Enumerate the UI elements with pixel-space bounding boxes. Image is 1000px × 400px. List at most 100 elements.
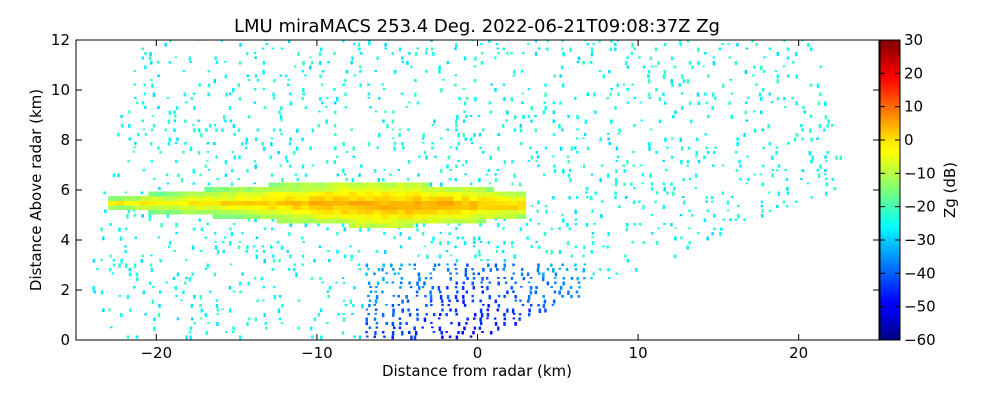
reflectivity-cell bbox=[582, 137, 585, 140]
reflectivity-cell bbox=[352, 146, 355, 151]
reflectivity-cell bbox=[373, 214, 382, 219]
reflectivity-cell bbox=[489, 110, 493, 114]
reflectivity-cell bbox=[633, 97, 637, 100]
reflectivity-cell bbox=[168, 110, 172, 115]
reflectivity-cell bbox=[342, 142, 345, 147]
reflectivity-cell bbox=[730, 92, 734, 95]
reflectivity-cell bbox=[288, 232, 291, 237]
reflectivity-cell bbox=[544, 106, 547, 111]
reflectivity-cell bbox=[503, 313, 506, 317]
reflectivity-cell bbox=[406, 61, 409, 65]
reflectivity-cell bbox=[762, 164, 765, 168]
reflectivity-cell bbox=[150, 254, 153, 257]
reflectivity-cell bbox=[237, 178, 240, 181]
reflectivity-cell bbox=[833, 187, 837, 191]
reflectivity-cell bbox=[367, 97, 370, 99]
reflectivity-cell bbox=[535, 151, 539, 154]
reflectivity-cell bbox=[706, 236, 709, 241]
reflectivity-cell bbox=[568, 227, 571, 231]
reflectivity-cell bbox=[466, 263, 469, 267]
reflectivity-cell bbox=[200, 308, 204, 313]
reflectivity-cell bbox=[528, 308, 531, 313]
reflectivity-cell bbox=[745, 47, 749, 50]
reflectivity-cell bbox=[487, 304, 490, 308]
reflectivity-cell bbox=[277, 308, 281, 314]
reflectivity-cell bbox=[496, 245, 499, 249]
reflectivity-cell bbox=[256, 299, 259, 303]
reflectivity-cell bbox=[570, 254, 574, 258]
reflectivity-cell bbox=[421, 196, 430, 201]
reflectivity-cell bbox=[260, 214, 270, 219]
reflectivity-cell bbox=[688, 227, 691, 230]
reflectivity-cell bbox=[421, 200, 430, 206]
reflectivity-cell bbox=[474, 56, 477, 61]
reflectivity-cell bbox=[471, 295, 474, 298]
reflectivity-cell bbox=[525, 223, 529, 226]
reflectivity-cell bbox=[461, 295, 465, 299]
reflectivity-cell bbox=[143, 92, 147, 96]
reflectivity-cell bbox=[212, 209, 222, 215]
reflectivity-cell bbox=[485, 277, 489, 280]
reflectivity-cell bbox=[260, 200, 270, 206]
reflectivity-cell bbox=[156, 205, 165, 210]
reflectivity-cell bbox=[482, 268, 485, 272]
reflectivity-cell bbox=[647, 92, 651, 97]
reflectivity-cell bbox=[252, 245, 256, 248]
reflectivity-cell bbox=[398, 128, 402, 131]
reflectivity-cell bbox=[517, 214, 527, 219]
reflectivity-cell bbox=[747, 97, 750, 99]
reflectivity-cell bbox=[461, 187, 470, 192]
reflectivity-cell bbox=[713, 97, 717, 101]
reflectivity-cell bbox=[166, 182, 170, 185]
reflectivity-cell bbox=[297, 326, 300, 330]
reflectivity-cell bbox=[188, 331, 192, 334]
reflectivity-cell bbox=[446, 128, 449, 131]
reflectivity-cell bbox=[582, 254, 585, 258]
reflectivity-cell bbox=[488, 295, 492, 300]
reflectivity-cell bbox=[260, 196, 270, 201]
reflectivity-cell bbox=[336, 232, 339, 236]
reflectivity-cell bbox=[333, 110, 337, 115]
reflectivity-cell bbox=[570, 146, 574, 151]
reflectivity-cell bbox=[809, 83, 813, 87]
reflectivity-cell bbox=[212, 200, 222, 206]
reflectivity-cell bbox=[795, 101, 798, 106]
reflectivity-cell bbox=[485, 205, 495, 210]
reflectivity-cell bbox=[529, 146, 532, 150]
reflectivity-cell bbox=[408, 331, 411, 335]
reflectivity-cell bbox=[496, 223, 500, 228]
reflectivity-cell bbox=[393, 146, 396, 151]
chart-title: LMU miraMACS 253.4 Deg. 2022-06-21T09:08… bbox=[234, 16, 720, 37]
reflectivity-cell bbox=[252, 196, 262, 201]
reflectivity-cell bbox=[762, 70, 766, 73]
reflectivity-cell bbox=[276, 205, 286, 210]
reflectivity-cell bbox=[445, 209, 454, 215]
reflectivity-cell bbox=[382, 263, 385, 268]
reflectivity-cell bbox=[300, 187, 310, 192]
reflectivity-cell bbox=[351, 313, 354, 315]
reflectivity-cell bbox=[244, 200, 254, 206]
reflectivity-cell bbox=[128, 268, 132, 272]
reflectivity-cell bbox=[190, 304, 194, 308]
reflectivity-cell bbox=[367, 313, 370, 316]
reflectivity-cell bbox=[340, 218, 350, 224]
reflectivity-cell bbox=[207, 169, 211, 171]
reflectivity-cell bbox=[816, 169, 820, 172]
reflectivity-cell bbox=[229, 227, 232, 231]
reflectivity-cell bbox=[288, 164, 292, 168]
reflectivity-cell bbox=[373, 205, 382, 210]
reflectivity-cell bbox=[415, 295, 419, 297]
reflectivity-cell bbox=[374, 70, 378, 72]
reflectivity-cell bbox=[236, 214, 246, 219]
reflectivity-cell bbox=[309, 65, 312, 70]
reflectivity-cell bbox=[672, 191, 675, 196]
reflectivity-cell bbox=[485, 196, 495, 201]
reflectivity-cell bbox=[284, 214, 294, 219]
reflectivity-cell bbox=[324, 200, 334, 206]
reflectivity-cell bbox=[166, 97, 170, 100]
reflectivity-cell bbox=[392, 268, 395, 271]
reflectivity-cell bbox=[304, 223, 308, 228]
reflectivity-cell bbox=[457, 142, 460, 146]
reflectivity-cell bbox=[220, 191, 230, 197]
